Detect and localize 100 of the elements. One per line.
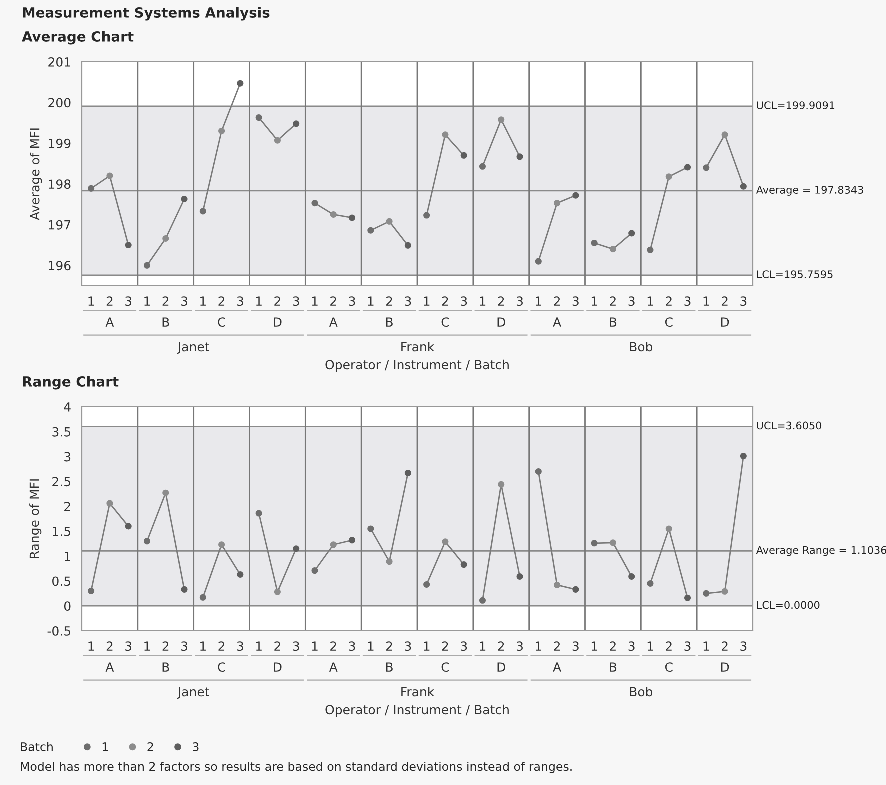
- x-tick-label: 3: [740, 296, 747, 306]
- text: C: [665, 662, 673, 672]
- text: Janet: [177, 687, 210, 699]
- text: C: [218, 318, 226, 328]
- x-tick-label: 3: [181, 296, 188, 306]
- x-axis-title: Operator / Instrument / Batch: [326, 704, 509, 718]
- x-tick-label: 3: [349, 296, 356, 306]
- point: [722, 588, 728, 595]
- text: B: [386, 318, 393, 327]
- text: C: [665, 318, 673, 328]
- x-tick-label: 2: [218, 642, 225, 651]
- y-tick-label: 1: [65, 552, 70, 562]
- legend-label: 2: [148, 742, 154, 752]
- x-tick-label: 1: [144, 296, 150, 306]
- x-tick-label: 3: [293, 642, 300, 652]
- y-axis-title: Range of MFI: [30, 480, 42, 558]
- text: Frank: [402, 342, 435, 352]
- x-tick-label: 3: [516, 642, 523, 652]
- ref-line-label: LCL=195.7595: [757, 270, 833, 278]
- x-tick-label: 1: [536, 642, 542, 651]
- text: Model has more than 2 factors so results are based on standard deviations instead of ranges.: [21, 762, 572, 774]
- x-tick-label: 2: [554, 296, 560, 306]
- x-tick-label: 3: [126, 296, 132, 306]
- y-tick-label: 1.5: [53, 527, 70, 536]
- y-tick-label: 198: [49, 180, 71, 190]
- x-tick-label: 3: [684, 296, 691, 306]
- text: C: [218, 662, 226, 672]
- x-tick-label: 1: [648, 296, 654, 306]
- text: D: [721, 318, 730, 327]
- text: Janet: [177, 342, 210, 354]
- x-tick-label: 2: [330, 642, 336, 651]
- x-tick-label: 2: [666, 296, 672, 306]
- x-tick-label: 1: [144, 642, 150, 651]
- y-axis-title: Average of MFI: [30, 128, 42, 220]
- x-tick-label: 1: [200, 296, 206, 306]
- x-tick-label: 2: [274, 642, 280, 651]
- text: Measurement Systems Analysis: [23, 7, 270, 21]
- text: B: [386, 662, 393, 672]
- y-tick-label: 2: [64, 502, 70, 512]
- x-tick-label: 2: [610, 642, 616, 651]
- y-tick-label: 199: [49, 138, 71, 148]
- x-tick-label: 1: [704, 296, 710, 306]
- ref-line-label: UCL=199.9091: [757, 102, 835, 110]
- y-tick-label: 3: [64, 452, 71, 462]
- chart-title: Average Chart: [22, 31, 134, 45]
- x-tick-label: 1: [424, 642, 430, 651]
- text: D: [498, 318, 506, 327]
- x-tick-label: 1: [424, 296, 430, 306]
- text: A: [553, 662, 562, 672]
- chart-title: Range Chart: [23, 376, 119, 390]
- x-tick-label: 3: [684, 642, 691, 652]
- legend-label: 3: [193, 742, 199, 752]
- x-tick-label: 1: [704, 642, 710, 651]
- ref-line-label: Average = 197.8343: [756, 186, 864, 196]
- text: A: [329, 662, 338, 672]
- x-tick-label: 2: [442, 642, 448, 651]
- point: [740, 453, 747, 460]
- y-tick-label: 196: [49, 261, 71, 271]
- text: C: [442, 318, 450, 328]
- x-tick-label: 2: [386, 296, 392, 306]
- x-tick-label: 3: [349, 642, 356, 652]
- x-tick-label: 1: [256, 296, 262, 306]
- x-tick-label: 3: [293, 296, 300, 306]
- text: C: [442, 662, 450, 672]
- text: D: [274, 318, 282, 327]
- y-tick-label: 201: [48, 57, 70, 67]
- x-tick-label: 2: [162, 642, 169, 651]
- x-tick-label: 1: [648, 642, 654, 651]
- x-tick-label: 2: [666, 642, 672, 651]
- x-tick-label: 3: [516, 296, 523, 306]
- x-tick-label: 1: [312, 296, 318, 306]
- x-tick-label: 3: [572, 296, 579, 306]
- x-tick-label: 2: [218, 296, 225, 306]
- x-tick-label: 3: [126, 642, 132, 652]
- x-tick-label: 3: [181, 642, 188, 652]
- x-tick-label: 2: [498, 642, 504, 651]
- x-tick-label: 2: [386, 642, 392, 651]
- text: A: [553, 318, 562, 327]
- text: D: [274, 662, 282, 672]
- text: B: [162, 318, 170, 327]
- y-tick-label: 2.5: [52, 477, 70, 487]
- x-tick-label: 2: [610, 296, 616, 306]
- y-tick-label: 0: [64, 602, 71, 612]
- x-tick-label: 1: [368, 296, 374, 306]
- ref-line-label: LCL=0.0000: [757, 601, 820, 610]
- x-tick-label: 1: [368, 642, 374, 651]
- y-tick-label: 4: [64, 402, 71, 412]
- y-tick-label: -0.5: [48, 626, 70, 636]
- x-tick-label: 3: [461, 296, 468, 306]
- y-tick-label: 197: [49, 220, 71, 230]
- text: Bob: [630, 342, 653, 352]
- y-tick-label: 0.5: [52, 576, 70, 586]
- x-tick-label: 3: [740, 642, 747, 652]
- x-tick-label: 1: [256, 642, 262, 651]
- x-tick-label: 2: [162, 296, 169, 306]
- x-tick-label: 3: [628, 642, 635, 652]
- x-tick-label: 2: [498, 296, 504, 306]
- x-tick-label: 2: [722, 642, 728, 651]
- x-tick-label: 3: [572, 642, 579, 652]
- x-tick-label: 2: [106, 642, 113, 651]
